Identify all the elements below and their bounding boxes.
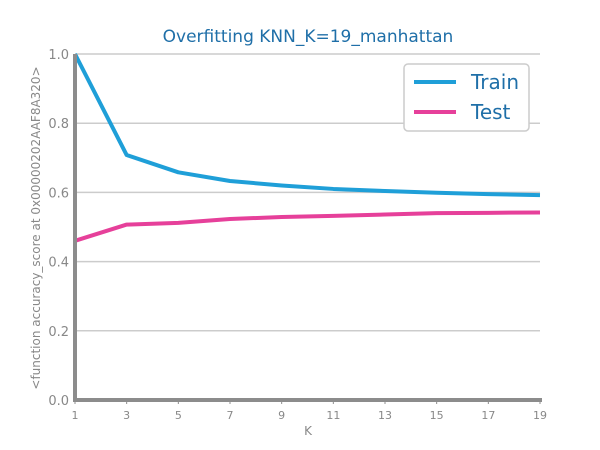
legend-label-train: Train (470, 70, 519, 94)
series-line-train (73, 53, 541, 198)
x-tick-label: 11 (326, 409, 340, 422)
y-tick-label: 0.0 (48, 394, 69, 409)
x-tick-label: 3 (123, 409, 130, 422)
y-axis-label: <function accuracy_score at 0x00000202AA… (29, 66, 43, 389)
x-tick-label: 17 (481, 409, 495, 422)
y-tick-label: 1.0 (48, 48, 69, 63)
chart-title: Overfitting KNN_K=19_manhattan (163, 27, 454, 47)
y-tick-label: 0.2 (48, 325, 69, 340)
y-tick-label: 0.8 (48, 117, 69, 132)
x-axis-label: K (304, 424, 313, 438)
legend-label-test: Test (470, 100, 511, 124)
tick-labels: 0.00.20.40.60.81.01 3 5 7 9 11 13 15 17 19 (48, 48, 547, 422)
series-lines (73, 53, 541, 243)
y-tick-label: 0.6 (48, 186, 69, 201)
x-tick-label: 13 (378, 409, 392, 422)
x-tick-label: 9 (278, 409, 285, 422)
x-tick-label: 7 (227, 409, 234, 422)
x-tick-label: 15 (430, 409, 444, 422)
x-tick-label: 1 (72, 409, 79, 422)
y-tick-label: 0.4 (48, 256, 69, 271)
axes (73, 54, 542, 402)
legend: Train Test (403, 63, 530, 132)
x-tick-label: 5 (175, 409, 182, 422)
x-tick-label: 19 (533, 409, 547, 422)
series-line-test (74, 210, 541, 243)
